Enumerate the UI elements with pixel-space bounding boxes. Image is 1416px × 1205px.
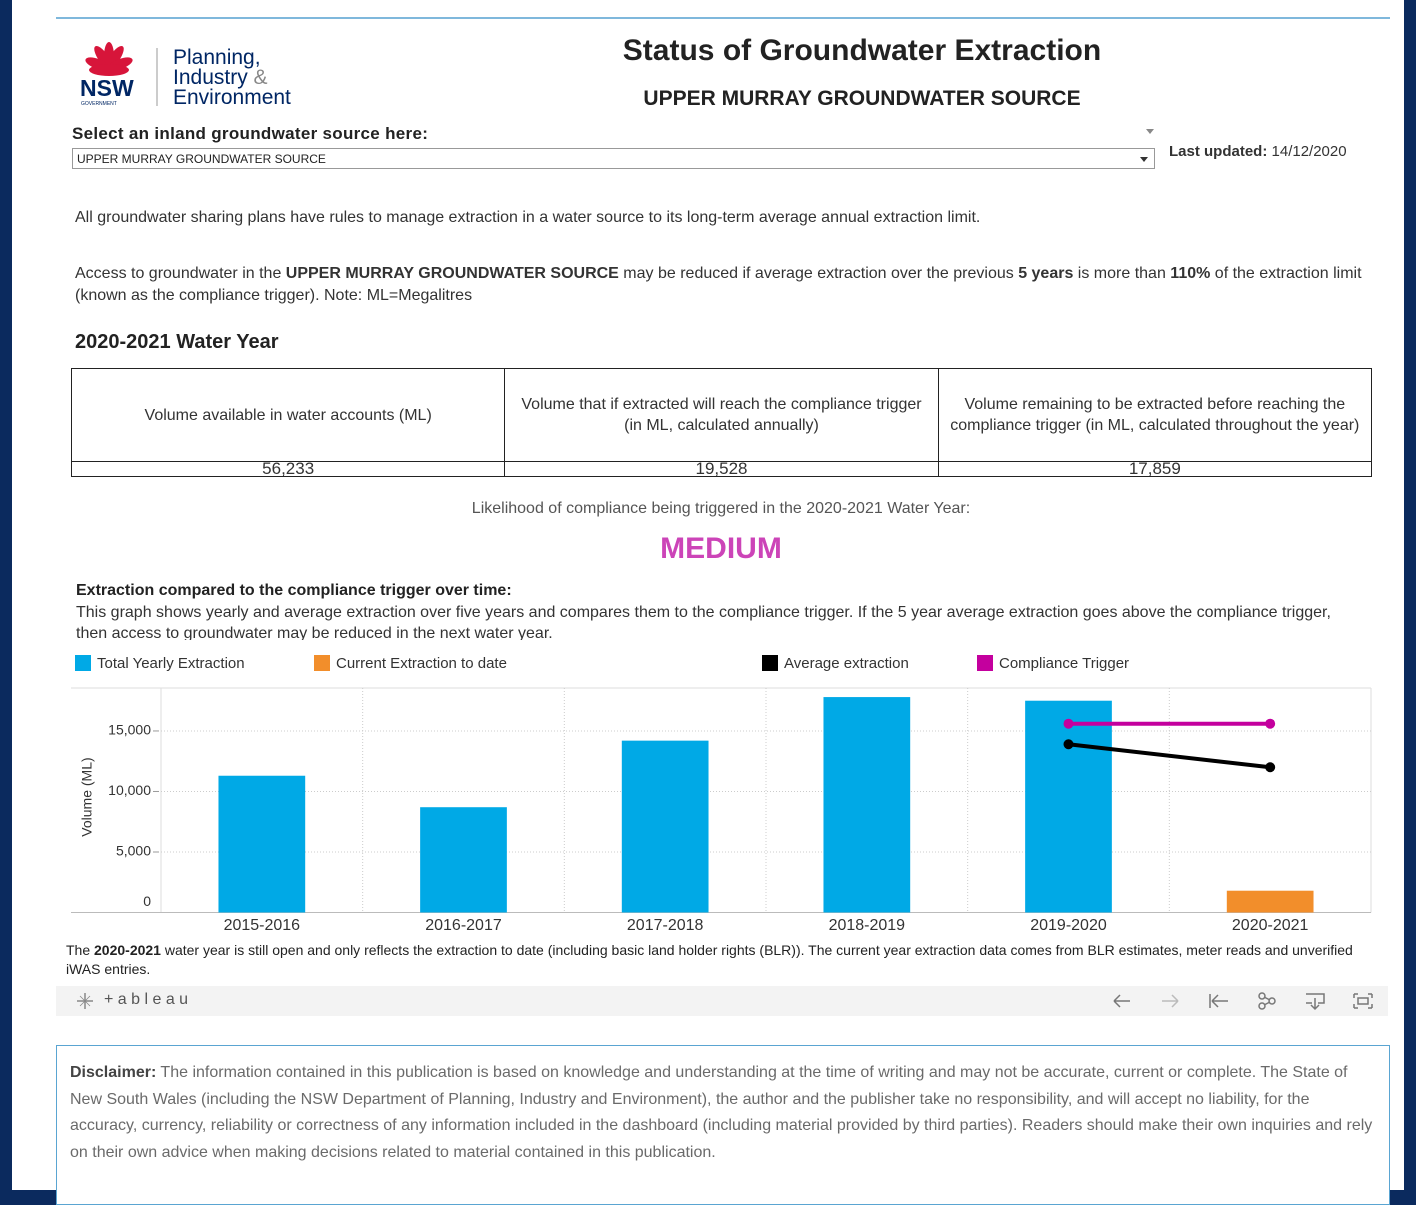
chart-description: This graph shows yearly and average extr… bbox=[76, 604, 1331, 640]
undo-button[interactable] bbox=[1113, 994, 1130, 1008]
y-tick-label: 15,000 bbox=[108, 722, 151, 738]
table-cell: 19,528 bbox=[504, 461, 939, 477]
text-part: 2020-2021 bbox=[94, 942, 161, 958]
title: Status of Groundwater Extraction bbox=[622, 34, 1102, 67]
subtitle: UPPER MURRAY GROUNDWATER SOURCE bbox=[643, 87, 1081, 110]
logo-government: GOVERNMENT bbox=[81, 101, 117, 107]
last-updated-value: 14/12/2020 bbox=[1271, 143, 1347, 160]
chart-heading: Extraction compared to the compliance tr… bbox=[76, 582, 512, 599]
text-part: The bbox=[66, 942, 95, 958]
text-part: water year is still open and only reflec… bbox=[66, 942, 1353, 977]
dropdown-arrow bbox=[1140, 157, 1148, 162]
download-button[interactable] bbox=[1306, 993, 1325, 1011]
intro: All groundwater sharing plans have rules… bbox=[75, 209, 981, 226]
x-tick-label: 2020-2021 bbox=[1232, 917, 1309, 934]
disclaimer-label: Disclaimer: bbox=[70, 1064, 157, 1081]
table-header: Volume available in water accounts (ML) bbox=[70, 368, 506, 462]
logo-line: Environment bbox=[173, 86, 291, 109]
y-tick-label: 10,000 bbox=[108, 782, 151, 798]
x-tick-label: 2015-2016 bbox=[224, 917, 301, 934]
logo-brand: NSW bbox=[80, 75, 134, 101]
table-header: Volume that if extracted will reach the … bbox=[504, 368, 939, 462]
y-tick-label: 0 bbox=[143, 893, 151, 909]
chart-note: The 2020-2021 water year is still open a… bbox=[66, 941, 1366, 979]
text-part: 5 years bbox=[1018, 265, 1074, 282]
summary-table: Volume available in water accounts (ML) … bbox=[70, 368, 1373, 477]
table-cell: 56,233 bbox=[70, 461, 506, 477]
likelihood-value: MEDIUM bbox=[660, 532, 782, 565]
text-part: Access to groundwater in the bbox=[75, 265, 286, 282]
bar bbox=[218, 775, 306, 913]
logo-line: Industry & bbox=[173, 66, 268, 89]
point bbox=[1063, 718, 1074, 729]
logo-line: Industry bbox=[173, 66, 248, 89]
tableau-brand: + a b l e a u bbox=[104, 991, 189, 1008]
share-button[interactable] bbox=[1258, 992, 1276, 1010]
table-cell: 17,859 bbox=[937, 461, 1373, 477]
selector-dropdown[interactable]: UPPER MURRAY GROUNDWATER SOURCE bbox=[72, 148, 1155, 169]
legend-label: Total Yearly Extraction bbox=[97, 655, 245, 672]
text-part: 110% bbox=[1170, 265, 1211, 282]
selector-label: Select an inland groundwater source here… bbox=[72, 124, 429, 143]
text-part: is more than bbox=[1073, 265, 1171, 282]
legend-swatch bbox=[977, 655, 993, 671]
text-part: may be reduced if average extraction ove… bbox=[618, 265, 1019, 282]
point bbox=[1063, 739, 1074, 750]
disclaimer: Disclaimer: The information contained in… bbox=[56, 1045, 1390, 1205]
last-updated: Last updated: 14/12/2020 bbox=[1169, 143, 1347, 160]
access-note: Access to groundwater in the UPPER MURRA… bbox=[75, 263, 1370, 307]
chart: 0 5,000 10,000 15,000 Volume (ML) 2015-2016 20… bbox=[71, 655, 1372, 934]
selector-value: UPPER MURRAY GROUNDWATER SOURCE bbox=[77, 152, 326, 166]
text-part: UPPER MURRAY GROUNDWATER SOURCE bbox=[285, 265, 619, 282]
table-header: Volume remaining to be extracted before … bbox=[937, 368, 1373, 462]
bar bbox=[823, 697, 911, 913]
legend-label: Compliance Trigger bbox=[999, 655, 1129, 672]
disclaimer-text: The information contained in this public… bbox=[70, 1064, 1373, 1161]
x-tick-label: 2016-2017 bbox=[425, 917, 502, 934]
x-tick-label: 2017-2018 bbox=[627, 917, 704, 934]
line bbox=[1068, 742, 1271, 770]
bar bbox=[420, 807, 507, 913]
y-axis-label: Volume (ML) bbox=[79, 757, 95, 836]
text-part: of the extraction limit (known as the co… bbox=[75, 265, 1362, 304]
tableau-icon bbox=[77, 993, 93, 1009]
likelihood-label: Likelihood of compliance being triggered… bbox=[471, 500, 971, 517]
x-tick-label: 2019-2020 bbox=[1030, 917, 1107, 934]
fullscreen-button[interactable] bbox=[1353, 993, 1373, 1009]
logo-line: Planning, bbox=[173, 46, 261, 69]
legend-label: Current Extraction to date bbox=[336, 655, 507, 672]
legend-swatch bbox=[75, 655, 91, 671]
section-title: 2020-2021 Water Year bbox=[75, 331, 279, 353]
redo-button[interactable] bbox=[1162, 994, 1179, 1008]
x-tick-label: 2018-2019 bbox=[829, 917, 906, 934]
legend-label: Average extraction bbox=[784, 655, 909, 672]
toolbar-icons bbox=[1113, 992, 1373, 1011]
y-tick-label: 5,000 bbox=[116, 843, 151, 859]
bar bbox=[1025, 700, 1112, 913]
logo-amp: & bbox=[254, 66, 268, 89]
menu-arrow bbox=[1146, 129, 1154, 134]
point bbox=[1265, 718, 1276, 729]
point bbox=[1265, 762, 1276, 773]
top-rule bbox=[56, 17, 1390, 19]
bar bbox=[621, 740, 709, 913]
revert-button[interactable] bbox=[1209, 994, 1228, 1008]
logo: NSW GOVERNMENT Planning, Industry & Envi… bbox=[80, 42, 291, 109]
last-updated-label: Last updated: bbox=[1169, 143, 1268, 160]
bar bbox=[1226, 890, 1314, 913]
legend-swatch bbox=[314, 655, 330, 671]
legend-swatch bbox=[762, 655, 778, 671]
